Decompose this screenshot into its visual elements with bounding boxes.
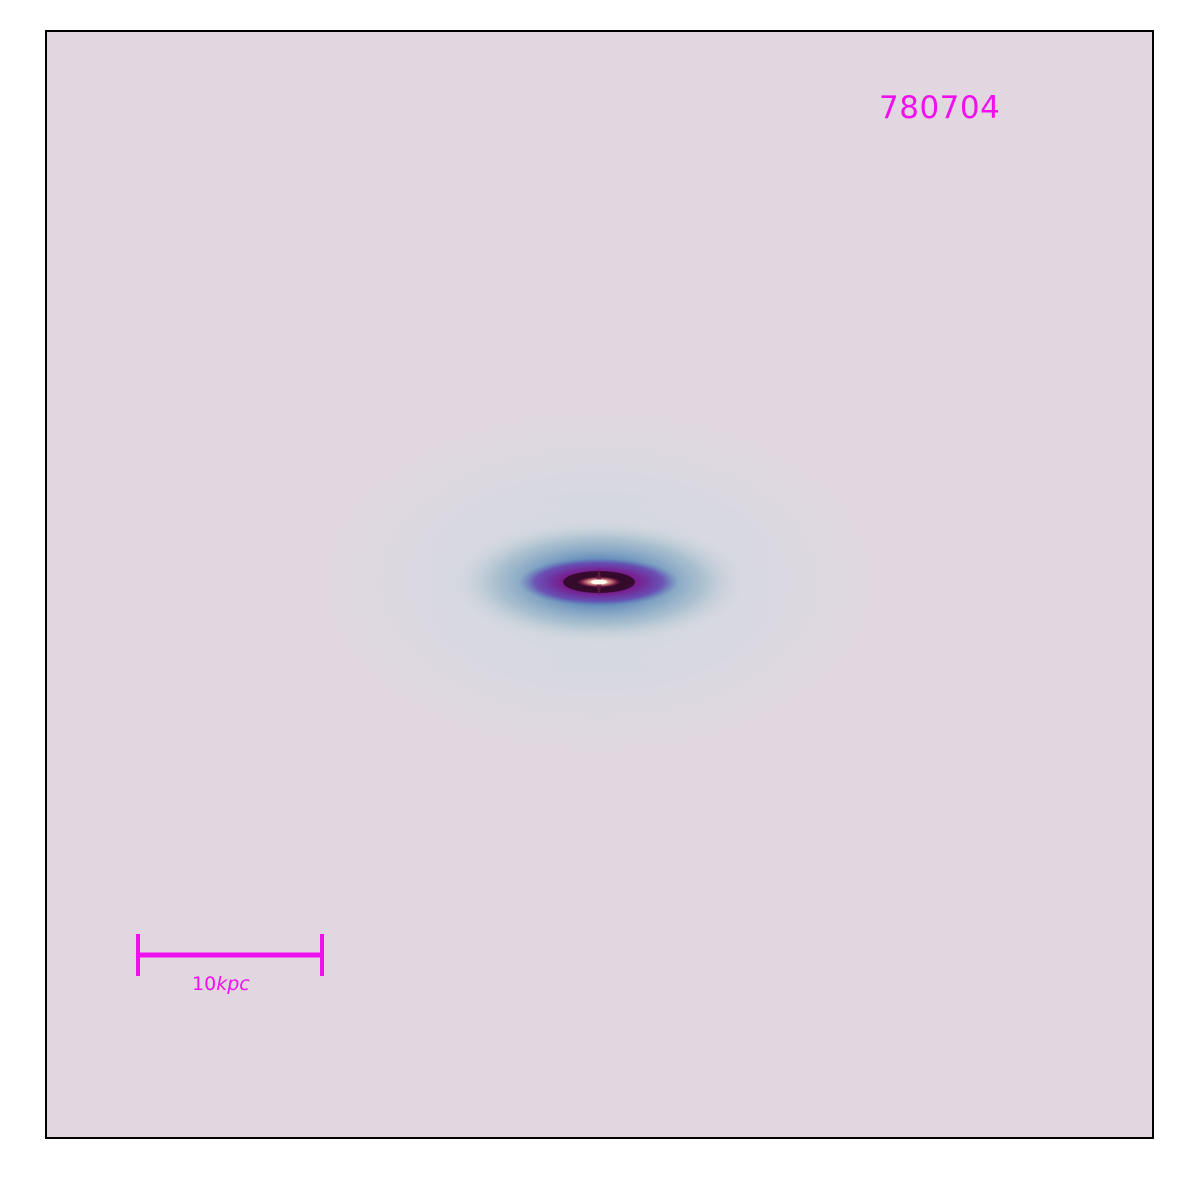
scale-bar-label: 10kpc: [192, 973, 250, 995]
object-id-label: 780704: [879, 90, 1001, 126]
galaxy-image: [47, 32, 1152, 1137]
scale-bar: [135, 932, 325, 977]
scale-bar-unit: kpc: [216, 973, 250, 995]
scale-bar-value: 10: [192, 973, 217, 995]
image-panel: 780704 10kpc: [45, 30, 1154, 1139]
